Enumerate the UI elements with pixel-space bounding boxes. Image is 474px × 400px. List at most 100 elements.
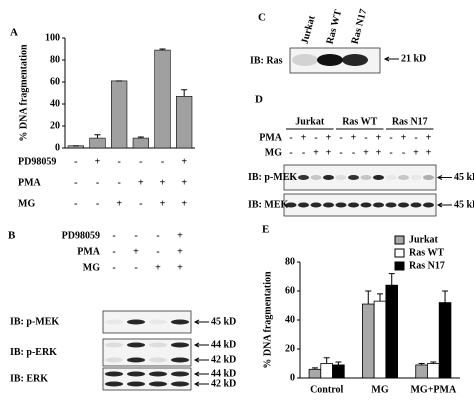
marker-label: 42 kD [211, 354, 236, 365]
blot-band [105, 357, 123, 363]
panel-label: C [258, 12, 266, 24]
treatment-label: MG [265, 147, 282, 158]
treatment-sign: + [181, 177, 187, 188]
x-tick-label: Control [310, 384, 343, 395]
treatment-sign: + [177, 230, 183, 241]
blot-band [348, 202, 359, 208]
error-bar [159, 48, 166, 51]
blot-band [105, 371, 123, 377]
blot-band [360, 202, 372, 208]
error-bar [442, 290, 449, 303]
marker-label: 42 kD [211, 378, 236, 389]
axis [64, 38, 195, 149]
treatment-sign: - [414, 132, 417, 143]
treatment-sign: - [156, 246, 159, 257]
blot-band [410, 202, 422, 208]
treatment-sign: + [301, 132, 307, 143]
treatment-sign: - [139, 156, 142, 167]
blot-band [285, 175, 297, 180]
error-bar [323, 357, 330, 364]
bar [154, 49, 171, 149]
marker-arrow [193, 381, 209, 387]
treatment-sign: + [181, 156, 187, 167]
blot-band [373, 202, 384, 208]
treatment-sign: - [112, 262, 115, 273]
blot-band [105, 342, 123, 348]
marker-label: 44 kD [211, 368, 236, 379]
treatment-sign: - [161, 156, 164, 167]
legend-label: Ras N17 [409, 260, 445, 271]
y-tick-label: 100 [45, 32, 60, 43]
marker-arrow [193, 319, 209, 325]
blot-band [310, 175, 322, 180]
bar [427, 363, 440, 379]
y-tick-label: 20 [50, 120, 60, 131]
error-bar [377, 293, 383, 302]
y-tick-label: 60 [50, 76, 60, 87]
blot-band [360, 175, 372, 180]
y-tick-label: 0 [55, 142, 60, 153]
treatment-sign: - [74, 156, 77, 167]
bar [332, 364, 345, 379]
y-axis-label: % DNA fragmentation [262, 271, 273, 369]
treatment-sign: - [139, 198, 142, 209]
treatment-label: PMA [77, 246, 101, 257]
treatment-sign: - [96, 198, 99, 209]
treatment-sign: + [376, 147, 382, 158]
blot-band [171, 371, 189, 377]
treatment-sign: - [74, 177, 77, 188]
marker-arrow [436, 202, 452, 208]
error-bar [181, 89, 188, 97]
y-tick-label: 40 [50, 98, 60, 109]
blot-band [323, 202, 334, 208]
treatment-sign: + [326, 132, 332, 143]
treatment-sign: + [426, 147, 432, 158]
blot-band [127, 381, 145, 387]
row-label: IB: ERK [10, 373, 48, 384]
lane-label: Jurkat [299, 14, 317, 45]
blot-band [171, 381, 189, 387]
treatment-sign: + [376, 132, 382, 143]
treatment-sign: - [289, 147, 292, 158]
treatment-sign: - [117, 177, 120, 188]
y-tick-label: 0 [290, 372, 295, 383]
blot [283, 193, 437, 217]
error-bar [418, 363, 425, 365]
lane-label: Ras N17 [349, 8, 369, 45]
blot-band [373, 175, 384, 180]
blot-band [127, 342, 145, 348]
error-bar [430, 361, 437, 364]
group-label: Ras WT [342, 116, 377, 127]
treatment-sign: + [426, 132, 432, 143]
legend-label: Ras WT [409, 247, 444, 258]
treatment-sign: + [177, 246, 183, 257]
legend-swatch [394, 235, 405, 245]
y-axis-label: % DNA fragmentation [18, 44, 29, 142]
treatment-sign: - [339, 132, 342, 143]
legend-label: Jurkat [409, 234, 439, 245]
treatment-label: MG [83, 262, 100, 273]
blot-band [317, 54, 343, 66]
blot [283, 164, 437, 191]
blot-band [385, 202, 397, 208]
blot-band [149, 357, 167, 363]
treatment-sign: - [364, 132, 367, 143]
marker-label: 45 kD [454, 172, 474, 183]
bar [89, 137, 106, 149]
treatment-sign: + [363, 147, 369, 158]
blot-band [335, 175, 347, 180]
blot-band [105, 381, 123, 387]
blot-band [171, 357, 189, 363]
treatment-sign: + [133, 246, 139, 257]
treatment-sign: - [302, 147, 305, 158]
marker-arrow [193, 371, 209, 377]
marker-label: 21 kD [401, 53, 426, 64]
blot-band [385, 175, 397, 180]
blot-band [323, 175, 334, 180]
blot-band [342, 54, 368, 66]
treatment-sign: + [401, 132, 407, 143]
blot-band [127, 357, 145, 363]
marker-label: 44 kD [211, 339, 236, 350]
